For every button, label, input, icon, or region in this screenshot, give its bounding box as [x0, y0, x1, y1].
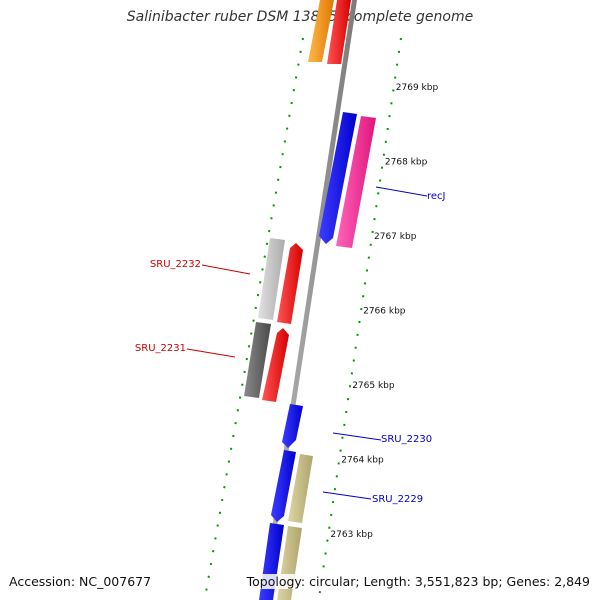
scale-label-2766: 2766 kbp: [363, 307, 406, 317]
map-title: Salinibacter ruber DSM 13855, complete g…: [126, 9, 474, 25]
gene-label-sru-2231[interactable]: SRU_2231: [135, 343, 186, 354]
scale-label-2768: 2768 kbp: [385, 158, 428, 168]
accession-text: Accession: NC_007677: [9, 574, 152, 589]
topology-text: Topology: circular; Length: 3,551,823 bp…: [246, 574, 590, 589]
gene-recj[interactable]: [336, 116, 376, 248]
gene-red-2231-pair[interactable]: [262, 328, 289, 402]
gene-label-recj[interactable]: recJ: [427, 191, 446, 202]
recj-leader-line: [375, 186, 428, 197]
gene-red-2232-pair[interactable]: [277, 243, 303, 324]
gene-sru-2231[interactable]: [244, 322, 271, 398]
gene-sru-2232[interactable]: [258, 238, 285, 320]
scale-label-2767: 2767 kbp: [374, 232, 417, 242]
gene-label-sru-2232[interactable]: SRU_2232: [150, 259, 201, 270]
gene-red-1[interactable]: [327, 0, 351, 64]
scale-label-2764: 2764 kbp: [341, 456, 384, 466]
sru-2230-leader-line: [332, 432, 382, 441]
scale-labels: 2769 kbp 2768 kbp 2767 kbp 2766 kbp 2765 kbp…: [330, 83, 438, 540]
gene-label-sru-2230[interactable]: SRU_2230: [381, 434, 432, 445]
gene-sru-2229[interactable]: [271, 450, 296, 522]
sru-2232-leader-line: [201, 264, 251, 275]
gene-orange-1[interactable]: [308, 0, 334, 62]
scale-label-2769: 2769 kbp: [396, 83, 439, 93]
scale-label-2763: 2763 kbp: [330, 530, 373, 540]
gene-blue-recj-region[interactable]: [319, 112, 357, 244]
gene-label-sru-2229[interactable]: SRU_2229: [372, 494, 423, 505]
gene-labels: recJ SRU_2232 SRU_2231 SRU_2230 SRU_2229: [135, 191, 446, 505]
genome-backbone: [261, 0, 357, 600]
gene-khaki-1[interactable]: [288, 454, 313, 523]
sru-2231-leader-line: [186, 348, 236, 358]
scale-label-2765: 2765 kbp: [352, 381, 395, 391]
sru-2229-leader-line: [322, 491, 372, 500]
gene-sru-2230[interactable]: [282, 404, 303, 448]
